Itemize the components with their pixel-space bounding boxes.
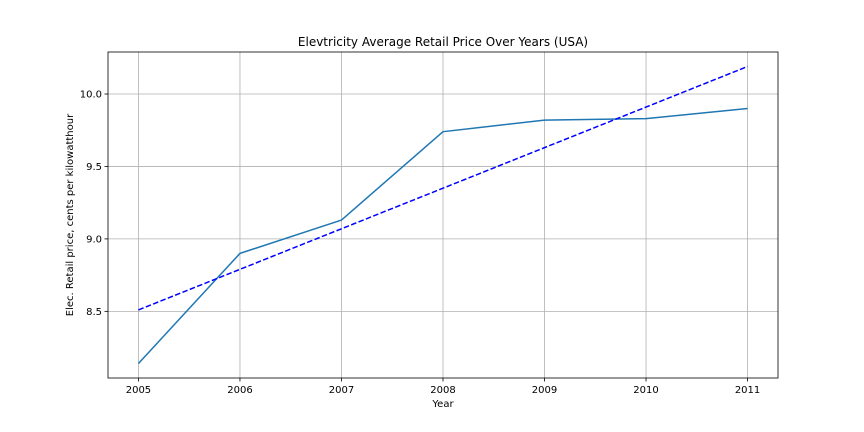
x-tick-label: 2006	[227, 385, 252, 396]
y-tick-label: 10.0	[80, 90, 102, 101]
x-tick-label: 2010	[633, 385, 658, 396]
series-group	[137, 65, 748, 365]
x-axis-label: Year	[431, 399, 454, 410]
y-tick-label: 9.0	[86, 234, 102, 245]
x-tick-label: 2007	[329, 385, 354, 396]
y-tick-label: 9.5	[86, 162, 102, 173]
chart-title: Elevtricity Average Retail Price Over Ye…	[298, 35, 588, 49]
x-tick-label: 2008	[430, 385, 455, 396]
y-axis: 8.5 9.0 9.5 10.0	[80, 90, 108, 318]
price-line	[137, 107, 748, 365]
x-axis: 2005 2006 2007 2008 2009 2010 2011	[126, 378, 760, 396]
x-tick-label: 2011	[735, 385, 760, 396]
trend-line	[138, 65, 748, 311]
y-axis-label: Elec. Retail price, cents per kilowattho…	[65, 113, 76, 316]
y-tick-label: 8.5	[86, 307, 102, 318]
x-tick-label: 2009	[532, 385, 557, 396]
x-tick-label: 2005	[126, 385, 151, 396]
